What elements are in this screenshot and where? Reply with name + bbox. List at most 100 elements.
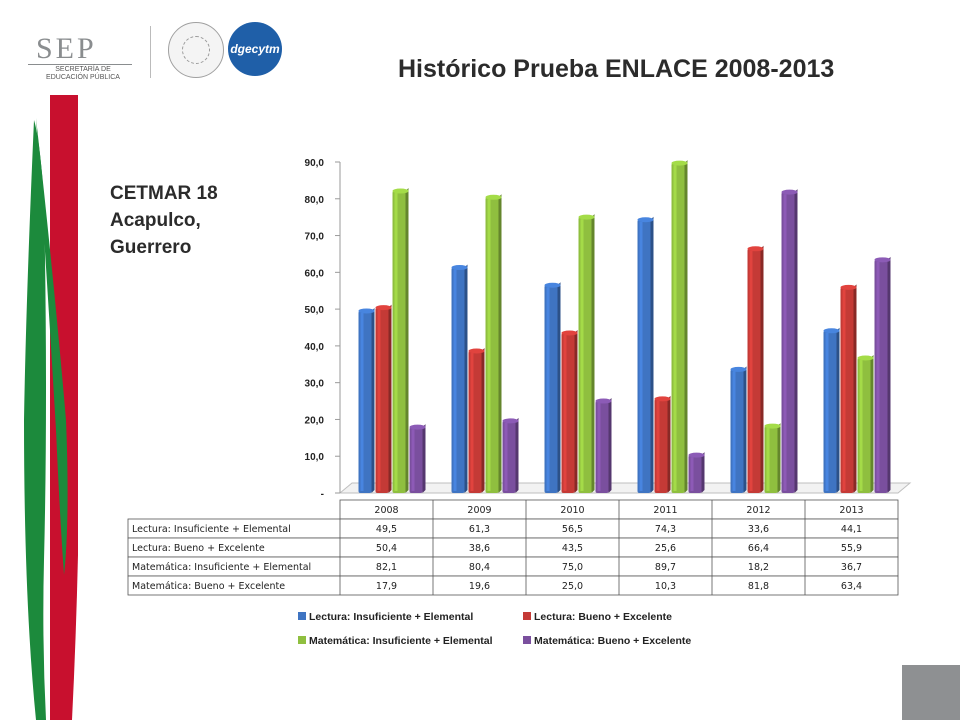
y-tick-label: 50,0 — [305, 305, 325, 316]
bar-highlight — [656, 400, 660, 491]
y-tick-label: 30,0 — [305, 379, 325, 390]
bar-top — [781, 189, 798, 195]
bar-highlight — [639, 221, 643, 492]
logo-divider — [150, 26, 151, 78]
data-label: 19,6 — [469, 581, 490, 592]
bar-top — [358, 308, 375, 314]
bar-side — [870, 355, 874, 493]
data-label: 82,1 — [376, 562, 397, 573]
bar — [857, 358, 871, 493]
bar-side — [557, 282, 561, 493]
bar-top — [764, 423, 781, 429]
legend-label: Lectura: Insuficiente + Elemental — [309, 611, 473, 623]
y-tick-label: 80,0 — [305, 195, 325, 206]
legend-swatch — [298, 612, 306, 620]
bar-highlight — [360, 312, 364, 491]
bar-highlight — [563, 335, 567, 491]
data-label: 56,5 — [562, 524, 583, 535]
dgecytm-logo: dgecytm — [228, 22, 282, 76]
data-label: 63,4 — [841, 581, 862, 592]
bar-top — [637, 217, 654, 223]
bar-top — [451, 265, 468, 271]
bar-side — [887, 256, 891, 493]
bar-side — [853, 284, 857, 493]
bar-top — [561, 330, 578, 336]
bar-highlight — [487, 199, 491, 491]
bar-side — [574, 330, 578, 493]
bar-top — [671, 160, 688, 166]
bar-top — [409, 424, 426, 430]
bar — [502, 420, 516, 493]
data-label: 18,2 — [748, 562, 769, 573]
bar — [654, 398, 668, 493]
bar-highlight — [766, 428, 770, 491]
bar-highlight — [842, 289, 846, 491]
data-label: 66,4 — [748, 543, 769, 554]
bar-side — [760, 245, 764, 493]
bar-side — [777, 423, 781, 493]
legend-label: Lectura: Bueno + Excelente — [534, 611, 672, 623]
x-category-label: 2011 — [653, 505, 677, 516]
bar-highlight — [825, 332, 829, 491]
bar — [764, 426, 778, 493]
bar — [451, 267, 465, 493]
bar-top — [874, 257, 891, 263]
bar-top — [502, 418, 519, 424]
bar — [578, 217, 592, 493]
bar — [840, 287, 854, 493]
data-label: 44,1 — [841, 524, 862, 535]
data-label: 49,5 — [376, 524, 397, 535]
bar-top — [544, 282, 561, 288]
bar-top — [857, 355, 874, 361]
legend-label: Matemática: Insuficiente + Elemental — [309, 635, 493, 647]
bar-highlight — [597, 403, 601, 491]
bar — [823, 330, 837, 493]
bar-side — [743, 366, 747, 493]
bar-highlight — [783, 194, 787, 491]
legend-swatch — [523, 612, 531, 620]
bar-highlight — [876, 261, 880, 491]
bar-side — [464, 264, 468, 493]
bar-top — [468, 348, 485, 354]
y-tick-label: 90,0 — [305, 158, 325, 169]
bar-side — [794, 189, 798, 493]
bar — [637, 219, 651, 494]
data-label: 43,5 — [562, 543, 583, 554]
green-stripe — [24, 120, 46, 720]
data-label: 25,0 — [562, 581, 583, 592]
bar — [671, 163, 685, 493]
sep-logo: SEP — [36, 32, 97, 65]
bar — [561, 333, 575, 493]
bar-top — [730, 366, 747, 372]
bar-side — [667, 395, 671, 493]
bar — [747, 248, 761, 493]
bar-side — [515, 417, 519, 493]
bar — [375, 307, 389, 493]
bar-side — [836, 327, 840, 493]
data-label: 80,4 — [469, 562, 490, 573]
y-tick-label: 10,0 — [305, 452, 325, 463]
bar-side — [371, 307, 375, 493]
table-row-label: Lectura: Insuficiente + Elemental — [132, 524, 291, 535]
table-row-label: Matemática: Bueno + Excelente — [132, 581, 285, 592]
bar-highlight — [673, 165, 677, 491]
data-label: 33,6 — [748, 524, 769, 535]
y-tick-label: 40,0 — [305, 342, 325, 353]
bar-highlight — [394, 193, 398, 491]
bar-top — [578, 214, 595, 220]
bar — [358, 310, 372, 493]
table-row-label: Matemática: Insuficiente + Elemental — [132, 562, 311, 573]
bar-highlight — [453, 269, 457, 491]
school-line-3: Guerrero — [110, 237, 192, 258]
data-label: 38,6 — [469, 543, 490, 554]
bar-side — [405, 188, 409, 493]
bar-top — [392, 188, 409, 194]
bar — [874, 259, 888, 493]
bar-top — [688, 452, 705, 458]
data-label: 81,8 — [748, 581, 769, 592]
y-tick-label: 70,0 — [305, 232, 325, 243]
bar-side — [481, 348, 485, 493]
y-tick-label: - — [321, 489, 324, 500]
bar — [409, 427, 423, 493]
bar-top — [375, 305, 392, 311]
